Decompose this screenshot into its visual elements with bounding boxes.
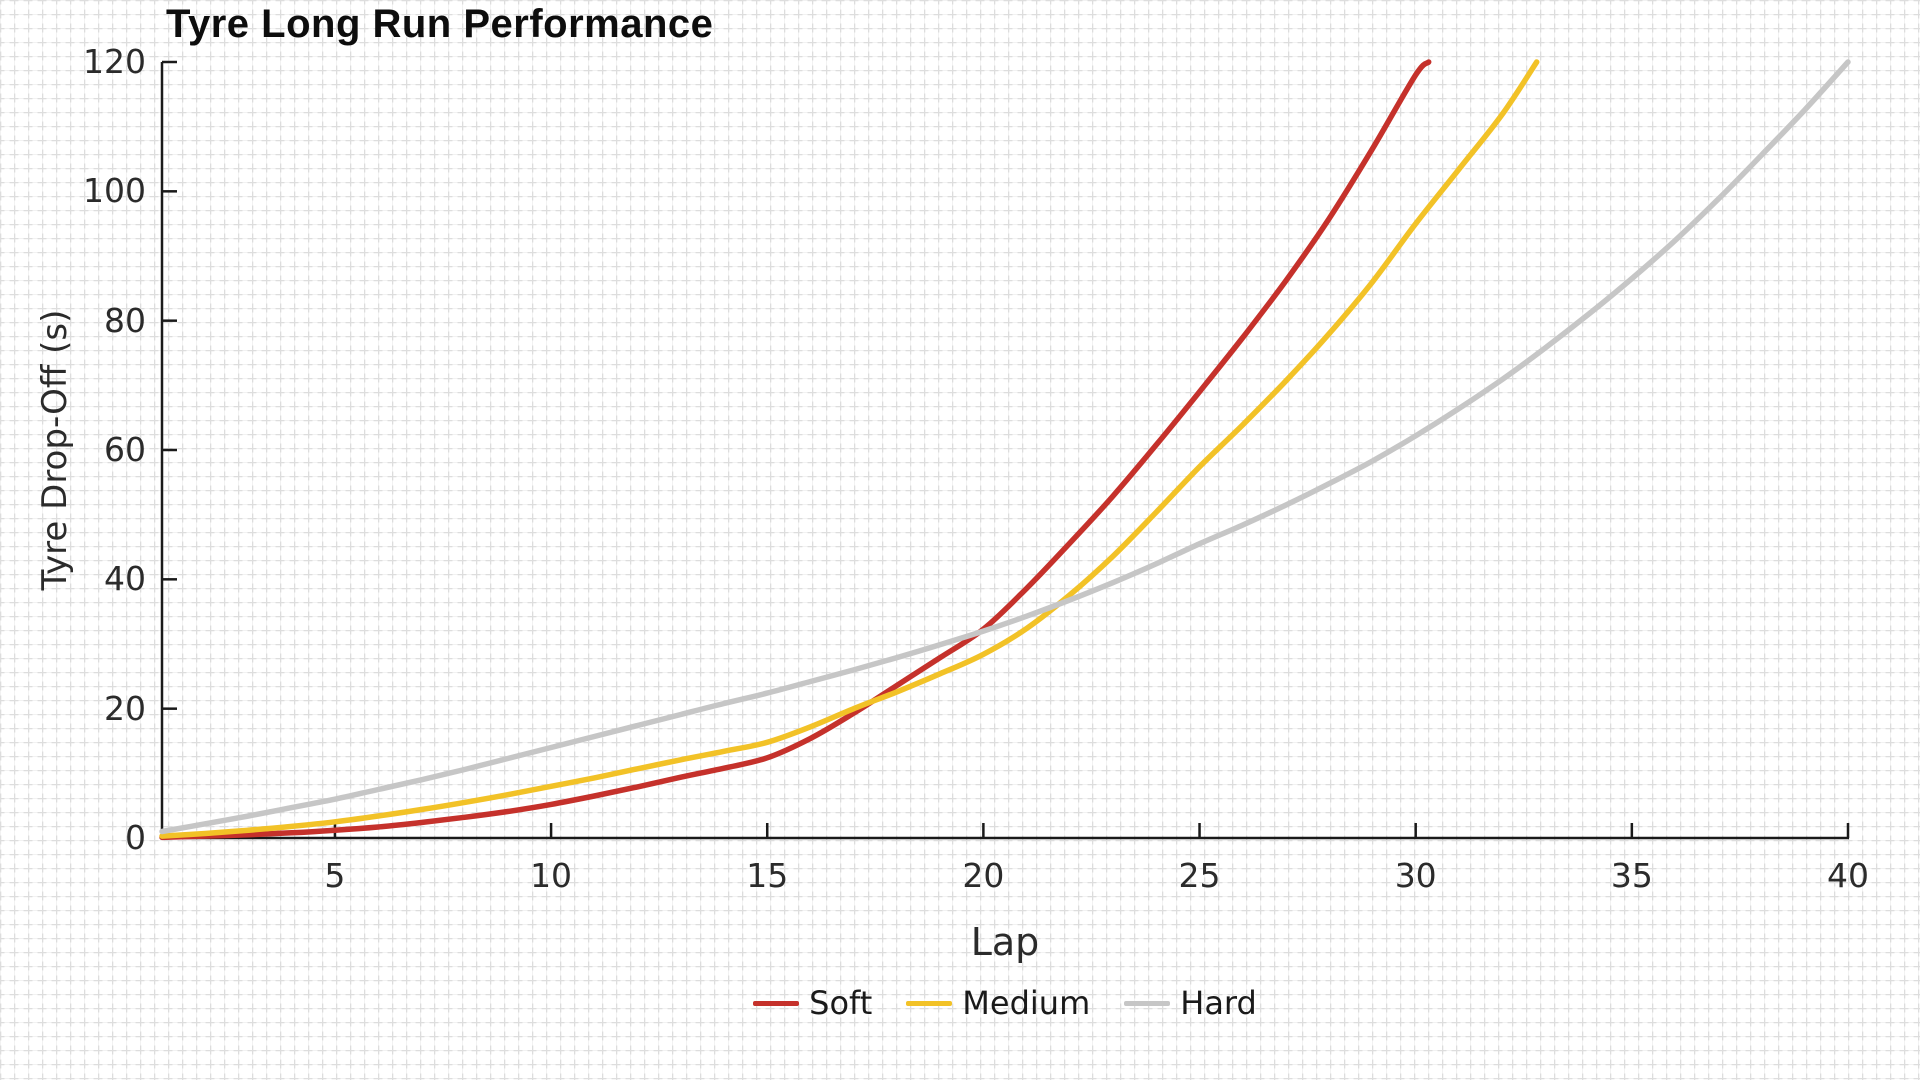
series-line-soft [159, 59, 1432, 841]
chart-title: Tyre Long Run Performance [166, 2, 714, 46]
y-tick-label: 100 [83, 171, 146, 211]
y-tick-label: 120 [83, 42, 146, 81]
x-axis-label: Lap [970, 920, 1040, 964]
legend-item-hard: Hard [1124, 984, 1257, 1022]
x-tick-label: 10 [530, 856, 573, 895]
y-tick-label: 80 [104, 300, 146, 340]
legend-label: Hard [1180, 984, 1257, 1022]
x-tick-label: 5 [324, 856, 346, 895]
series-line-hard [159, 59, 1851, 835]
y-tick-label: 60 [104, 430, 146, 469]
x-tick-label: 40 [1827, 856, 1869, 895]
x-tick-label: 25 [1178, 856, 1221, 895]
y-tick-label: 40 [104, 559, 146, 599]
y-tick-label: 0 [125, 818, 146, 857]
x-tick-label: 20 [962, 856, 1005, 895]
y-tick-label: 20 [104, 688, 146, 728]
legend-swatch-hard [1124, 1000, 1171, 1006]
x-tick-label: 30 [1394, 856, 1437, 895]
legend-swatch-medium [906, 1000, 953, 1006]
series-line-medium [159, 59, 1540, 839]
legend-label: Soft [809, 984, 873, 1022]
legend-item-soft: Soft [753, 984, 872, 1022]
x-tick-label: 15 [746, 856, 789, 895]
legend-swatch-soft [753, 1000, 800, 1006]
x-tick-label: 35 [1610, 856, 1653, 895]
legend-item-medium: Medium [906, 984, 1090, 1022]
y-axis-label: Tyre Drop-Off (s) [35, 309, 75, 591]
legend: Soft Medium Hard [162, 984, 1848, 1022]
legend-label: Medium [962, 984, 1091, 1022]
